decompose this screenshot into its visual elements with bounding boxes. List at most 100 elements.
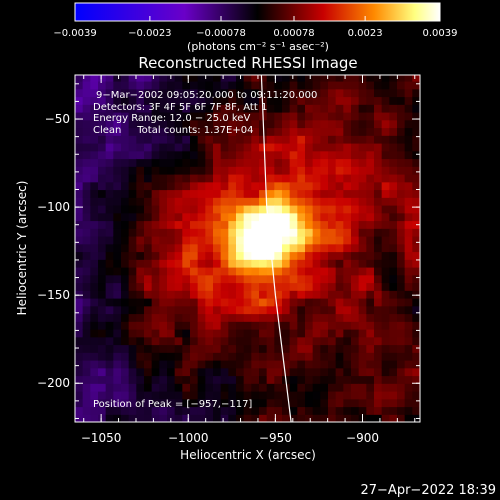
heatmap-pixel xyxy=(113,212,122,222)
heatmap-pixel xyxy=(98,321,107,330)
heatmap-pixel xyxy=(259,181,268,191)
heatmap-pixel xyxy=(144,104,153,113)
heatmap-pixel xyxy=(182,80,191,90)
heatmap-pixel xyxy=(136,75,145,82)
heatmap-pixel xyxy=(397,228,406,237)
heatmap-pixel xyxy=(243,321,252,330)
heatmap-pixel xyxy=(236,274,245,284)
heatmap-pixel xyxy=(328,204,337,214)
heatmap-pixel xyxy=(151,406,160,415)
heatmap-pixel xyxy=(381,204,390,214)
heatmap-pixel xyxy=(205,290,214,299)
heatmap-pixel xyxy=(397,329,406,338)
heatmap-pixel xyxy=(220,135,229,144)
heatmap-pixel xyxy=(289,406,298,415)
heatmap-pixel xyxy=(75,406,84,415)
heatmap-pixel xyxy=(167,367,176,377)
heatmap-pixel xyxy=(328,282,337,291)
heatmap-pixel xyxy=(358,235,367,245)
heatmap-pixel xyxy=(274,88,283,98)
heatmap-pixel xyxy=(381,75,390,82)
heatmap-pixel xyxy=(136,313,145,322)
heatmap-pixel xyxy=(312,96,321,105)
heatmap-pixel xyxy=(412,119,420,129)
heatmap-pixel xyxy=(412,282,420,291)
heatmap-pixel xyxy=(389,119,398,129)
heatmap-pixel xyxy=(213,220,222,229)
heatmap-pixel xyxy=(105,220,114,229)
heatmap-pixel xyxy=(251,127,260,136)
heatmap-pixel xyxy=(121,104,130,113)
heatmap-pixel xyxy=(374,266,383,276)
heatmap-pixel xyxy=(236,266,245,276)
heatmap-pixel xyxy=(381,383,390,392)
heatmap-pixel xyxy=(182,189,191,198)
heatmap-pixel xyxy=(289,104,298,113)
heatmap-pixel xyxy=(251,158,260,167)
heatmap-pixel xyxy=(259,398,268,408)
heatmap-pixel xyxy=(358,243,367,253)
heatmap-pixel xyxy=(289,391,298,400)
heatmap-pixel xyxy=(328,166,337,175)
heatmap-pixel xyxy=(297,88,306,98)
heatmap-pixel xyxy=(351,235,360,245)
heatmap-pixel xyxy=(190,305,199,315)
heatmap-pixel xyxy=(312,142,321,152)
heatmap-pixel xyxy=(358,80,367,90)
heatmap-pixel xyxy=(351,360,360,369)
heatmap-pixel xyxy=(343,158,352,167)
heatmap-pixel xyxy=(197,266,206,276)
heatmap-pixel xyxy=(351,391,360,400)
heatmap-pixel xyxy=(366,251,375,260)
heatmap-pixel xyxy=(182,352,191,361)
heatmap-pixel xyxy=(174,290,183,299)
y-tick-label: −150 xyxy=(37,288,70,302)
heatmap-pixel xyxy=(174,197,183,206)
heatmap-pixel xyxy=(98,173,107,183)
heatmap-pixel xyxy=(174,360,183,369)
heatmap-pixel xyxy=(289,251,298,260)
heatmap-pixel xyxy=(297,119,306,129)
heatmap-pixel xyxy=(98,88,107,98)
heatmap-pixel xyxy=(351,96,360,105)
heatmap-pixel xyxy=(151,313,160,322)
heatmap-pixel xyxy=(404,251,413,260)
heatmap-pixel xyxy=(75,266,84,276)
heatmap-pixel xyxy=(228,181,237,191)
heatmap-pixel xyxy=(174,406,183,415)
heatmap-pixel xyxy=(75,367,84,377)
heatmap-pixel xyxy=(197,220,206,229)
heatmap-pixel xyxy=(366,290,375,299)
heatmap-pixel xyxy=(389,150,398,160)
heatmap-pixel xyxy=(374,235,383,245)
heatmap-pixel xyxy=(98,80,107,90)
heatmap-pixel xyxy=(151,119,160,129)
heatmap-pixel xyxy=(151,352,160,361)
heatmap-pixel xyxy=(228,344,237,353)
heatmap-pixel xyxy=(213,150,222,160)
heatmap-pixel xyxy=(305,336,314,346)
heatmap-pixel xyxy=(121,212,130,222)
heatmap-pixel xyxy=(197,127,206,136)
heatmap-pixel xyxy=(389,127,398,136)
heatmap-pixel xyxy=(205,75,214,82)
heatmap-pixel xyxy=(358,150,367,160)
heatmap-pixel xyxy=(105,142,114,152)
y-tick-label: −50 xyxy=(45,112,70,126)
heatmap-pixel xyxy=(328,305,337,315)
heatmap-pixel xyxy=(412,367,420,377)
heatmap-pixel xyxy=(190,266,199,276)
heatmap-pixel xyxy=(389,313,398,322)
heatmap-pixel xyxy=(312,367,321,377)
heatmap-pixel xyxy=(366,212,375,222)
heatmap-pixel xyxy=(259,266,268,276)
heatmap-pixel xyxy=(404,135,413,144)
heatmap-pixel xyxy=(259,197,268,206)
heatmap-pixel xyxy=(236,360,245,369)
heatmap-pixel xyxy=(136,119,145,129)
heatmap-pixel xyxy=(197,197,206,206)
heatmap-pixel xyxy=(144,173,153,183)
heatmap-pixel xyxy=(366,235,375,245)
heatmap-pixel xyxy=(220,104,229,113)
heatmap-pixel xyxy=(151,282,160,291)
